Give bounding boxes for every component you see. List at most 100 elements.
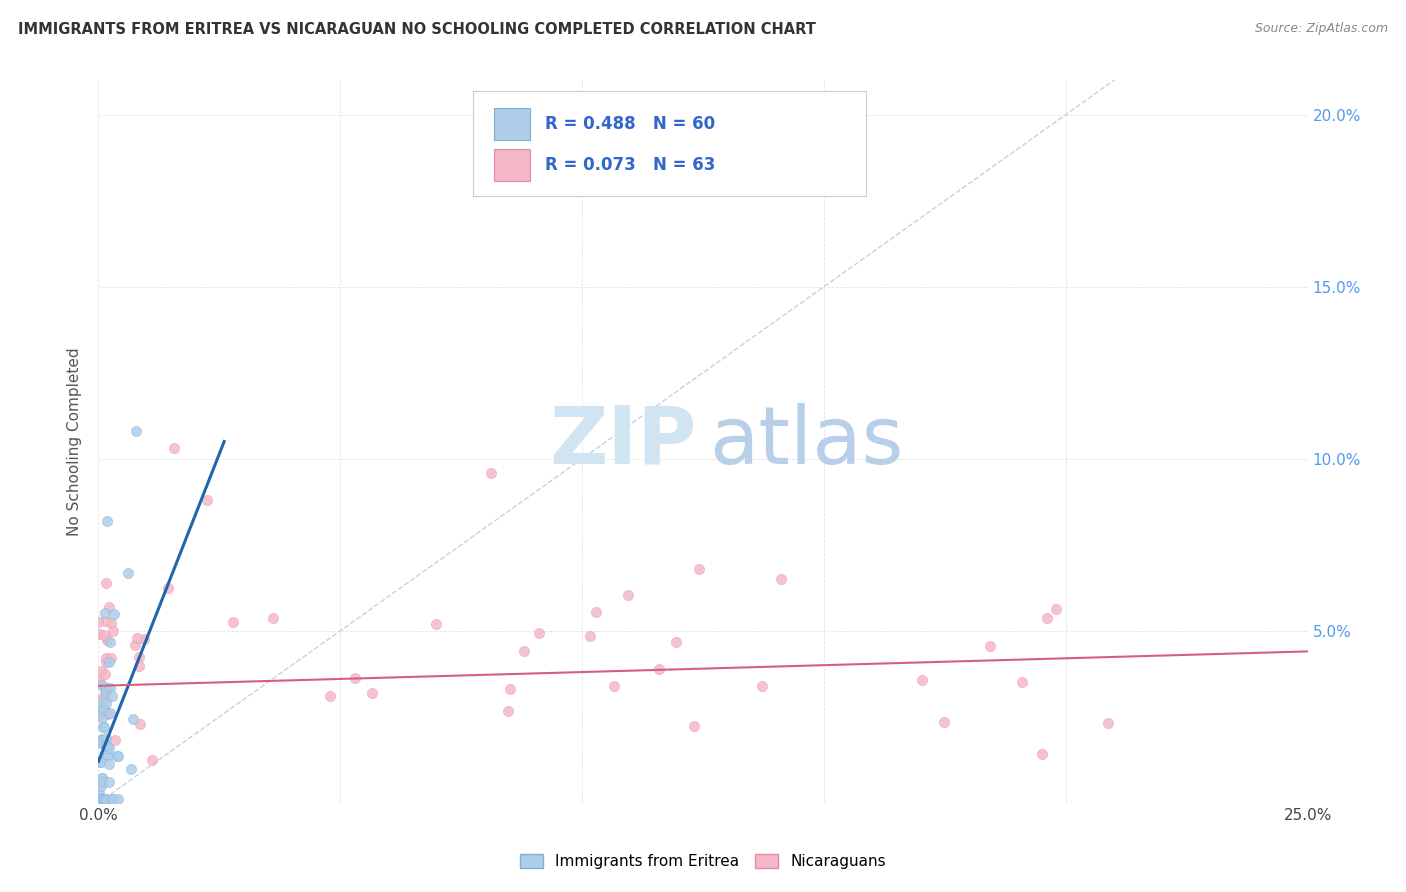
Point [141, 753, 163, 767]
FancyBboxPatch shape [474, 91, 866, 196]
Point [91, 735, 114, 749]
Point [96, 731, 118, 746]
Point [91, 733, 114, 747]
Point [100, 689, 122, 703]
Point [90, 678, 112, 692]
Point [94, 655, 117, 669]
Point [87, 694, 110, 708]
Point [98, 774, 121, 789]
Point [93, 682, 115, 697]
Point [121, 712, 143, 726]
Point [91, 771, 114, 785]
Point [96, 738, 118, 752]
Point [91, 792, 114, 806]
Point [101, 792, 124, 806]
Point [93, 720, 115, 734]
Point [89, 705, 111, 719]
Point [769, 572, 792, 586]
Point [97, 740, 120, 755]
Point [94, 614, 117, 628]
Point [361, 685, 384, 699]
Point [90, 780, 112, 794]
Point [425, 617, 447, 632]
Point [94, 689, 117, 703]
Text: IMMIGRANTS FROM ERITREA VS NICARAGUAN NO SCHOOLING COMPLETED CORRELATION CHART: IMMIGRANTS FROM ERITREA VS NICARAGUAN NO… [18, 22, 815, 37]
Point [87, 672, 110, 686]
Point [529, 625, 551, 640]
Point [91, 720, 114, 734]
Point [89, 792, 111, 806]
Point [89, 792, 111, 806]
Point [94, 792, 117, 806]
Text: ZIP: ZIP [550, 402, 697, 481]
Point [87, 792, 110, 806]
Point [96, 739, 118, 753]
Point [90, 755, 112, 769]
Point [222, 615, 245, 630]
Point [96, 681, 118, 695]
Point [688, 562, 710, 576]
Point [97, 747, 120, 762]
Point [91, 775, 114, 789]
Point [100, 650, 122, 665]
Point [648, 662, 671, 676]
Point [1011, 674, 1033, 689]
Point [98, 756, 121, 771]
Point [97, 600, 120, 615]
Point [128, 659, 150, 673]
Point [103, 792, 125, 806]
Point [911, 673, 934, 687]
Point [127, 631, 149, 645]
Point [128, 650, 150, 665]
Point [104, 732, 127, 747]
Point [96, 651, 118, 665]
Text: R = 0.073   N = 63: R = 0.073 N = 63 [544, 156, 716, 174]
Point [90, 791, 112, 805]
Point [96, 633, 118, 648]
Point [665, 635, 688, 649]
Point [93, 792, 115, 806]
Point [134, 632, 156, 646]
Point [120, 762, 142, 776]
Point [103, 624, 125, 638]
Point [90, 711, 112, 725]
Point [603, 679, 626, 693]
Point [89, 676, 111, 690]
Point [117, 566, 139, 580]
Point [195, 493, 218, 508]
Point [578, 629, 600, 643]
Point [93, 627, 115, 641]
Point [89, 707, 111, 722]
Point [318, 689, 340, 703]
Point [100, 615, 122, 630]
Point [98, 681, 121, 695]
Point [90, 664, 112, 678]
Point [94, 685, 117, 699]
Point [90, 771, 112, 785]
Point [91, 732, 114, 747]
Point [616, 589, 638, 603]
Point [163, 442, 186, 456]
Point [94, 792, 117, 806]
Point [585, 605, 607, 619]
Point [89, 755, 111, 769]
Legend: Immigrants from Eritrea, Nicaraguans: Immigrants from Eritrea, Nicaraguans [515, 848, 891, 875]
Point [90, 690, 112, 705]
Point [94, 667, 117, 681]
Point [479, 466, 502, 480]
Point [1097, 716, 1119, 731]
Point [87, 615, 110, 629]
Point [98, 706, 121, 721]
Point [513, 644, 536, 658]
Point [96, 696, 118, 710]
Point [89, 694, 111, 708]
Point [87, 792, 110, 806]
Point [96, 692, 118, 706]
Y-axis label: No Schooling Completed: No Schooling Completed [67, 347, 83, 536]
Point [129, 717, 152, 731]
Point [93, 606, 115, 620]
Text: Source: ZipAtlas.com: Source: ZipAtlas.com [1254, 22, 1388, 36]
Point [87, 626, 110, 640]
Point [87, 792, 110, 806]
Point [979, 639, 1001, 653]
